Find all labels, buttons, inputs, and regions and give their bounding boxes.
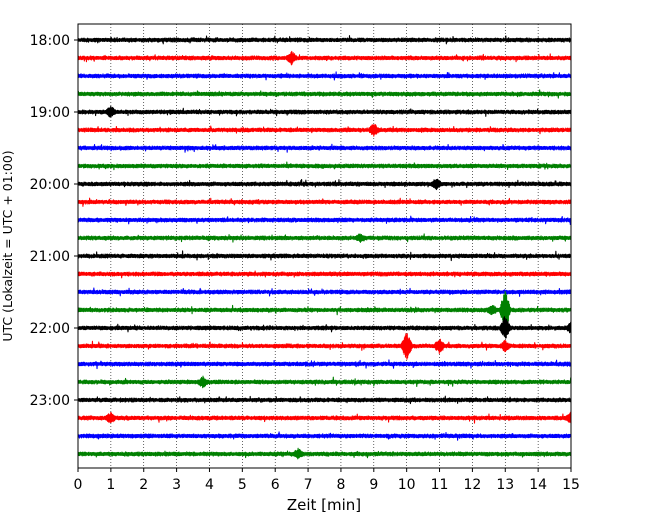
y-tick-label: 19:00 bbox=[30, 105, 70, 121]
x-tick-label: 7 bbox=[304, 477, 313, 493]
trace-2015 bbox=[77, 197, 572, 207]
y-tick-label: 22:00 bbox=[30, 321, 70, 337]
y-tick-label: 21:00 bbox=[30, 249, 70, 265]
x-tick-label: 3 bbox=[172, 477, 181, 493]
trace-2145 bbox=[77, 291, 572, 329]
x-axis-label: Zeit [min] bbox=[287, 496, 361, 514]
x-tick-label: 2 bbox=[139, 477, 148, 493]
y-axis-label: UTC (Lokalzeit = UTC + 01:00) bbox=[0, 150, 15, 341]
trace-1945 bbox=[77, 161, 572, 171]
trace-2200 bbox=[77, 316, 572, 339]
axis-ticks: 0 1 2 3 4 5 6 7 8 9 10 11 12 13 14 1518:0019:0020:0021:… bbox=[30, 33, 580, 493]
trace-2030 bbox=[77, 215, 572, 225]
plot-frame bbox=[77, 23, 572, 469]
trace-2345 bbox=[77, 447, 572, 460]
trace-2330 bbox=[77, 431, 572, 441]
trace-1900 bbox=[77, 105, 572, 118]
trace-2215 bbox=[77, 333, 572, 360]
x-tick-label: 12 bbox=[463, 477, 481, 493]
x-tick-label: 4 bbox=[205, 477, 214, 493]
trace-1845 bbox=[77, 89, 572, 99]
trace-1930 bbox=[77, 143, 572, 153]
x-tick-label: 14 bbox=[529, 477, 547, 493]
trace-2130 bbox=[77, 287, 572, 297]
x-tick-label: 5 bbox=[238, 477, 247, 493]
trace-1800 bbox=[77, 35, 572, 45]
x-tick-label: 8 bbox=[336, 477, 345, 493]
y-tick-label: 23:00 bbox=[30, 393, 70, 409]
trace-2115 bbox=[77, 270, 572, 279]
trace-2300 bbox=[77, 395, 572, 405]
trace-1915 bbox=[77, 124, 572, 137]
trace-2000 bbox=[77, 178, 572, 191]
seismogram-traces bbox=[77, 35, 572, 460]
trace-1830 bbox=[77, 71, 572, 81]
y-tick-label: 20:00 bbox=[30, 177, 70, 193]
x-tick-label: 13 bbox=[496, 477, 514, 493]
trace-2100 bbox=[77, 250, 572, 262]
y-tick-label: 18:00 bbox=[30, 33, 70, 49]
x-tick-label: 0 bbox=[74, 477, 83, 493]
trace-1815 bbox=[77, 50, 572, 66]
trace-2245 bbox=[77, 375, 572, 389]
trace-2315 bbox=[77, 411, 572, 424]
x-tick-label: 10 bbox=[398, 477, 416, 493]
grid-lines bbox=[110, 24, 539, 468]
x-tick-label: 6 bbox=[271, 477, 280, 493]
trace-2230 bbox=[77, 359, 572, 370]
x-tick-label: 15 bbox=[562, 477, 580, 493]
x-tick-label: 9 bbox=[369, 477, 378, 493]
trace-2045 bbox=[77, 233, 572, 243]
x-tick-label: 1 bbox=[106, 477, 115, 493]
x-tick-label: 11 bbox=[431, 477, 449, 493]
